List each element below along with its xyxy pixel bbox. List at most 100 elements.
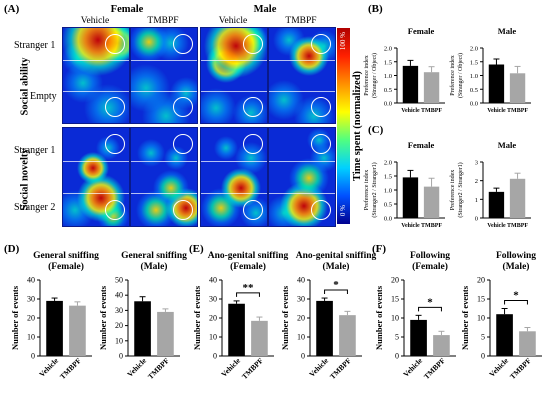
- arena-divider: [201, 60, 267, 61]
- chart-title: Male: [498, 140, 517, 150]
- heatmap-tile: [200, 127, 268, 227]
- y-tick-label: 30: [209, 295, 217, 304]
- y-tick-label: 20: [27, 314, 35, 323]
- y-axis-label: Preference index: [449, 55, 456, 95]
- y-axis-label: Number of events: [460, 285, 470, 350]
- y-tick-label: 0: [119, 352, 123, 361]
- significance-marker: *: [333, 279, 339, 291]
- bar-vehicle: [46, 300, 63, 356]
- arena-divider: [63, 161, 129, 162]
- arena-divider: [63, 91, 129, 92]
- panel-label-e: (E): [189, 243, 204, 255]
- cup-circle: [311, 34, 331, 54]
- y-tick-label: 10: [297, 333, 305, 342]
- chart-title: Following: [496, 251, 536, 261]
- cup-circle: [243, 200, 263, 220]
- y-tick-label: 40: [115, 291, 123, 300]
- significance-marker: **: [243, 282, 255, 294]
- chart-title: Following: [410, 251, 450, 261]
- category-label: Vehicle: [487, 356, 510, 379]
- cup-circle: [105, 200, 125, 220]
- y-axis-label: Preference index: [449, 170, 456, 210]
- y-tick-label: 5: [481, 333, 485, 342]
- heatmap-tile: [268, 27, 336, 124]
- chart-title: (Male): [503, 261, 530, 272]
- arena-divider: [131, 161, 197, 162]
- tmbpf-label-female: TMBPF: [147, 16, 179, 26]
- bar-vehicle: [402, 65, 419, 103]
- significance-bracket: [418, 306, 442, 312]
- y-axis-label: Number of events: [192, 285, 202, 350]
- category-label: Vehicle: [487, 223, 506, 229]
- significance-bracket: [324, 289, 348, 295]
- chart-title: (Female): [48, 261, 84, 272]
- cup-circle: [243, 97, 263, 117]
- y-axis-label: (Stranger / Object): [371, 53, 378, 98]
- category-label: TMBPF: [58, 356, 83, 381]
- y-tick-label: 10: [115, 336, 123, 345]
- category-label: Vehicle: [37, 356, 60, 379]
- y-tick-label: 0: [213, 352, 217, 361]
- y-tick-label: 20: [391, 276, 399, 285]
- female-header: Female: [110, 4, 144, 15]
- y-tick-label: 1.0: [470, 73, 478, 80]
- cup-circle: [173, 97, 193, 117]
- heatmap-tile: [130, 127, 198, 227]
- heatmap-tile: [200, 27, 268, 124]
- arena-divider: [201, 91, 267, 92]
- y-axis-label: (Stranger2 / Stranger1): [457, 162, 464, 217]
- y-tick-label: 10: [27, 333, 35, 342]
- heatmap-tile: [62, 27, 130, 124]
- arena-divider: [269, 60, 335, 61]
- arena-divider: [201, 193, 267, 194]
- arena-divider: [131, 91, 197, 92]
- y-tick-label: 0.5: [384, 202, 392, 209]
- y-axis-label: Number of events: [98, 285, 108, 350]
- arena-divider: [131, 193, 197, 194]
- row-empty: Empty: [30, 91, 57, 102]
- y-tick-label: 40: [27, 276, 35, 285]
- category-label: Vehicle: [487, 108, 506, 114]
- y-tick-label: 5: [395, 333, 399, 342]
- row-stranger1: Stranger 1: [14, 40, 56, 51]
- panel-label-f: (F): [372, 243, 387, 255]
- arena-divider: [131, 60, 197, 61]
- chart-title: General sniffing: [121, 251, 187, 261]
- category-label: TMBPF: [422, 356, 447, 381]
- bar-tmbpf: [433, 335, 450, 356]
- panel-label-b: (B): [368, 3, 383, 15]
- arena-divider: [63, 193, 129, 194]
- category-label: TMBPF: [146, 356, 171, 381]
- bar-tmbpf: [519, 331, 536, 356]
- chart-title: (Male): [323, 261, 350, 272]
- significance-marker: *: [513, 290, 519, 302]
- arena-divider: [201, 161, 267, 162]
- y-tick-label: 50: [115, 276, 123, 285]
- cup-circle: [311, 200, 331, 220]
- y-tick-label: 10: [209, 333, 217, 342]
- y-tick-label: 20: [209, 314, 217, 323]
- tmbpf-label-male: TMBPF: [285, 16, 317, 26]
- chart-title: Ano-genital sniffing: [208, 251, 289, 261]
- y-tick-label: 0: [31, 352, 35, 361]
- category-label: TMBPF: [328, 356, 353, 381]
- y-tick-label: 30: [115, 306, 123, 315]
- y-tick-label: 1.5: [384, 174, 392, 181]
- arena-divider: [269, 161, 335, 162]
- y-tick-label: 3: [475, 160, 478, 167]
- bar-vehicle: [316, 300, 333, 356]
- panel-label-d: (D): [4, 243, 20, 255]
- cup-circle: [311, 97, 331, 117]
- y-tick-label: 0.0: [384, 101, 392, 108]
- heatmap-tile: [268, 127, 336, 227]
- chart-title: Ano-genital sniffing: [296, 251, 377, 261]
- male-header: Male: [253, 4, 277, 15]
- y-tick-label: 1.5: [384, 59, 392, 66]
- y-tick-label: 20: [297, 314, 305, 323]
- cup-circle: [105, 134, 125, 154]
- bar-tmbpf: [423, 72, 440, 103]
- cup-circle: [243, 34, 263, 54]
- y-tick-label: 0: [395, 352, 399, 361]
- bar-vehicle: [488, 191, 505, 218]
